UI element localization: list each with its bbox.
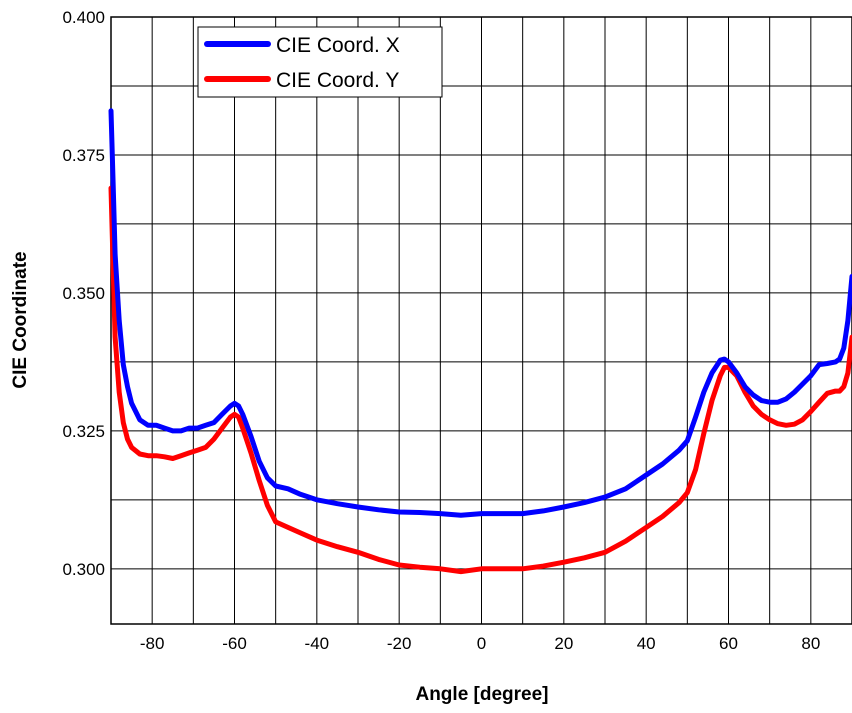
x-axis: -80 -60 -40 -20 0 20 40 60 80 <box>140 634 820 653</box>
y-tick-label: 0.350 <box>62 284 105 303</box>
legend-label-cie-y: CIE Coord. Y <box>276 69 399 92</box>
legend: CIE Coord. X CIE Coord. Y <box>197 26 443 98</box>
series-line-cie-x <box>108 108 852 518</box>
x-axis-label: Angle [degree] <box>415 684 548 705</box>
y-tick-label: 0.400 <box>62 8 105 27</box>
x-tick-label: 60 <box>719 634 738 653</box>
x-tick-label: -40 <box>305 634 330 653</box>
y-axis: 0.300 0.325 0.350 0.375 0.400 <box>62 8 105 579</box>
plot-area <box>110 16 852 625</box>
x-tick-label: 0 <box>477 634 486 653</box>
x-tick-label: -60 <box>222 634 247 653</box>
x-tick-label: 20 <box>554 634 573 653</box>
x-tick-label: -20 <box>387 634 412 653</box>
series-layer <box>108 108 852 575</box>
grid-lines <box>111 17 852 624</box>
legend-label-cie-x: CIE Coord. X <box>276 34 400 57</box>
y-tick-label: 0.375 <box>62 146 105 165</box>
series-line-cie-y <box>108 185 852 575</box>
x-tick-label: 80 <box>801 634 820 653</box>
x-tick-label: 40 <box>637 634 656 653</box>
y-tick-label: 0.325 <box>62 422 105 441</box>
legend-box <box>197 26 443 98</box>
y-axis-label: CIE Coordinate <box>10 251 31 388</box>
x-tick-label: -80 <box>140 634 165 653</box>
y-tick-label: 0.300 <box>62 560 105 579</box>
